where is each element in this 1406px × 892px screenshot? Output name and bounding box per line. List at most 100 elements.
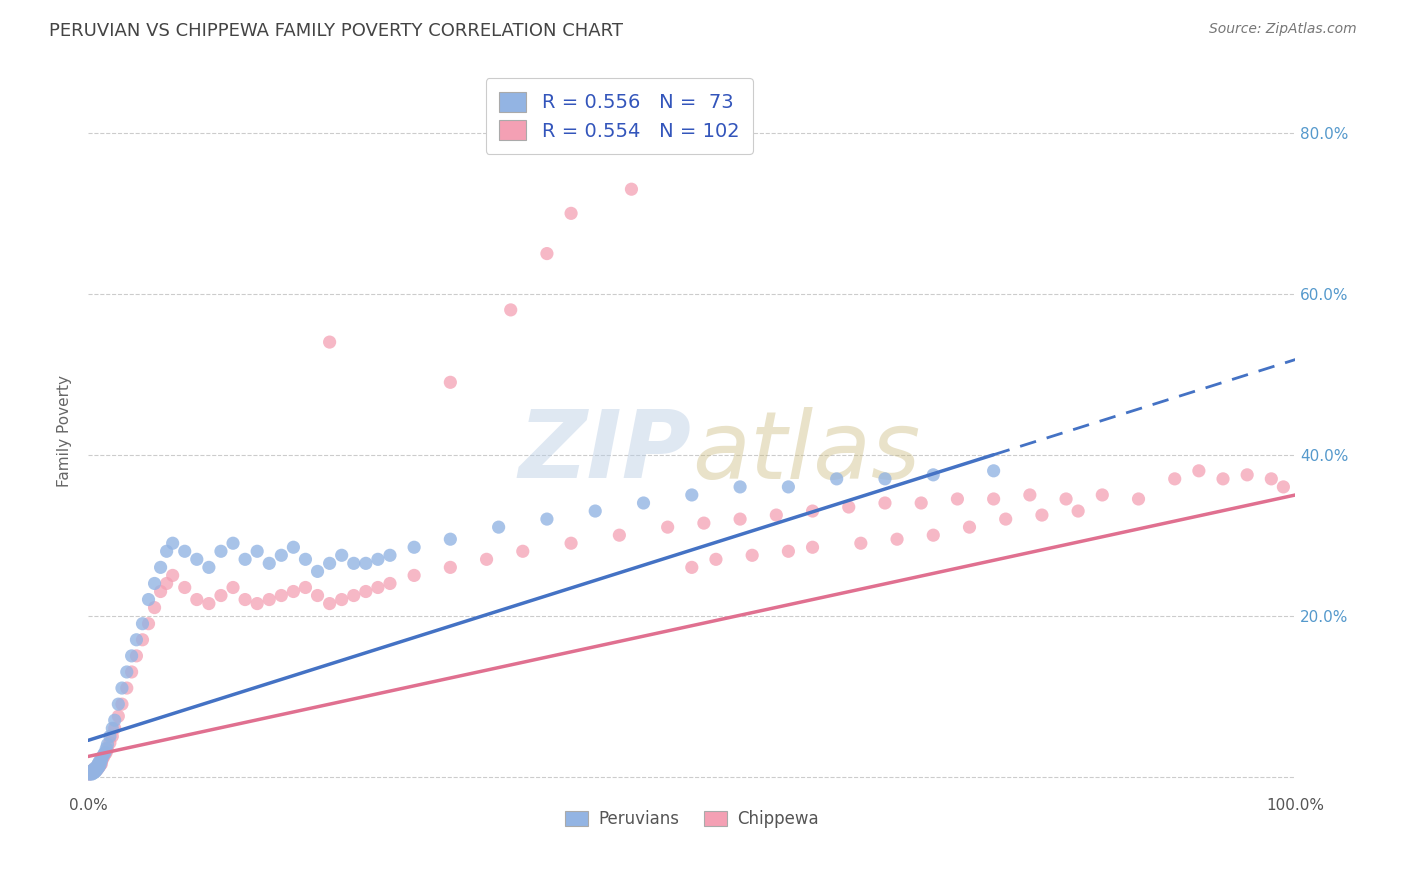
Point bbox=[87, 756, 110, 771]
Point bbox=[1091, 488, 1114, 502]
Point bbox=[1067, 504, 1090, 518]
Point bbox=[886, 532, 908, 546]
Point bbox=[80, 767, 103, 781]
Point bbox=[131, 632, 153, 647]
Point bbox=[90, 754, 112, 768]
Point bbox=[143, 600, 166, 615]
Point bbox=[79, 766, 101, 780]
Point bbox=[79, 766, 101, 780]
Point bbox=[1260, 472, 1282, 486]
Point bbox=[80, 765, 103, 780]
Point bbox=[257, 557, 280, 571]
Point bbox=[488, 520, 510, 534]
Point bbox=[149, 584, 172, 599]
Point bbox=[96, 746, 118, 760]
Point bbox=[825, 472, 848, 486]
Point bbox=[1212, 472, 1234, 486]
Point bbox=[270, 549, 292, 563]
Point bbox=[704, 552, 727, 566]
Point bbox=[149, 560, 172, 574]
Point bbox=[84, 764, 107, 779]
Point bbox=[121, 665, 143, 679]
Point bbox=[741, 549, 763, 563]
Point bbox=[143, 576, 166, 591]
Point bbox=[111, 681, 134, 695]
Point bbox=[330, 592, 353, 607]
Point bbox=[82, 763, 104, 777]
Point bbox=[84, 764, 107, 778]
Point bbox=[294, 552, 316, 566]
Point bbox=[89, 758, 111, 772]
Point bbox=[82, 766, 104, 780]
Point bbox=[156, 544, 179, 558]
Y-axis label: Family Poverty: Family Poverty bbox=[58, 375, 72, 487]
Point bbox=[681, 560, 703, 574]
Point bbox=[801, 504, 824, 518]
Point bbox=[439, 376, 461, 390]
Point bbox=[318, 334, 340, 349]
Point bbox=[138, 616, 160, 631]
Point bbox=[93, 749, 115, 764]
Point bbox=[87, 758, 110, 772]
Point bbox=[198, 597, 221, 611]
Point bbox=[104, 721, 127, 735]
Point bbox=[801, 541, 824, 555]
Point bbox=[89, 755, 111, 769]
Point bbox=[84, 762, 107, 776]
Point bbox=[404, 541, 426, 555]
Point bbox=[125, 632, 148, 647]
Point bbox=[330, 549, 353, 563]
Point bbox=[89, 757, 111, 772]
Point bbox=[80, 765, 103, 780]
Point bbox=[439, 532, 461, 546]
Point bbox=[318, 597, 340, 611]
Point bbox=[367, 552, 389, 566]
Point bbox=[186, 552, 208, 566]
Point bbox=[115, 681, 138, 695]
Point bbox=[79, 767, 101, 781]
Point bbox=[959, 520, 981, 534]
Point bbox=[173, 581, 195, 595]
Point bbox=[131, 616, 153, 631]
Point bbox=[87, 762, 110, 776]
Point bbox=[107, 709, 129, 723]
Point bbox=[84, 762, 107, 776]
Point bbox=[90, 754, 112, 768]
Point bbox=[121, 648, 143, 663]
Point bbox=[583, 504, 606, 518]
Text: atlas: atlas bbox=[692, 407, 920, 498]
Point bbox=[87, 760, 110, 774]
Point bbox=[94, 746, 117, 760]
Point bbox=[1031, 508, 1053, 522]
Point bbox=[307, 589, 329, 603]
Point bbox=[79, 767, 101, 781]
Point bbox=[475, 552, 498, 566]
Point bbox=[86, 760, 108, 774]
Point bbox=[499, 302, 522, 317]
Point bbox=[728, 512, 751, 526]
Point bbox=[439, 560, 461, 574]
Point bbox=[87, 762, 110, 776]
Point bbox=[89, 754, 111, 768]
Point bbox=[922, 467, 945, 482]
Point bbox=[91, 752, 114, 766]
Point bbox=[307, 565, 329, 579]
Point bbox=[1188, 464, 1211, 478]
Point bbox=[728, 480, 751, 494]
Point bbox=[1054, 491, 1077, 506]
Point bbox=[283, 541, 305, 555]
Point bbox=[209, 544, 232, 558]
Point bbox=[98, 729, 121, 743]
Point bbox=[693, 516, 716, 530]
Point bbox=[270, 589, 292, 603]
Point bbox=[246, 544, 269, 558]
Point bbox=[138, 592, 160, 607]
Point bbox=[294, 581, 316, 595]
Point bbox=[560, 536, 582, 550]
Legend: Peruvians, Chippewa: Peruvians, Chippewa bbox=[558, 804, 825, 835]
Point bbox=[86, 763, 108, 777]
Point bbox=[536, 512, 558, 526]
Point bbox=[378, 576, 401, 591]
Point bbox=[1128, 491, 1150, 506]
Point bbox=[83, 762, 105, 776]
